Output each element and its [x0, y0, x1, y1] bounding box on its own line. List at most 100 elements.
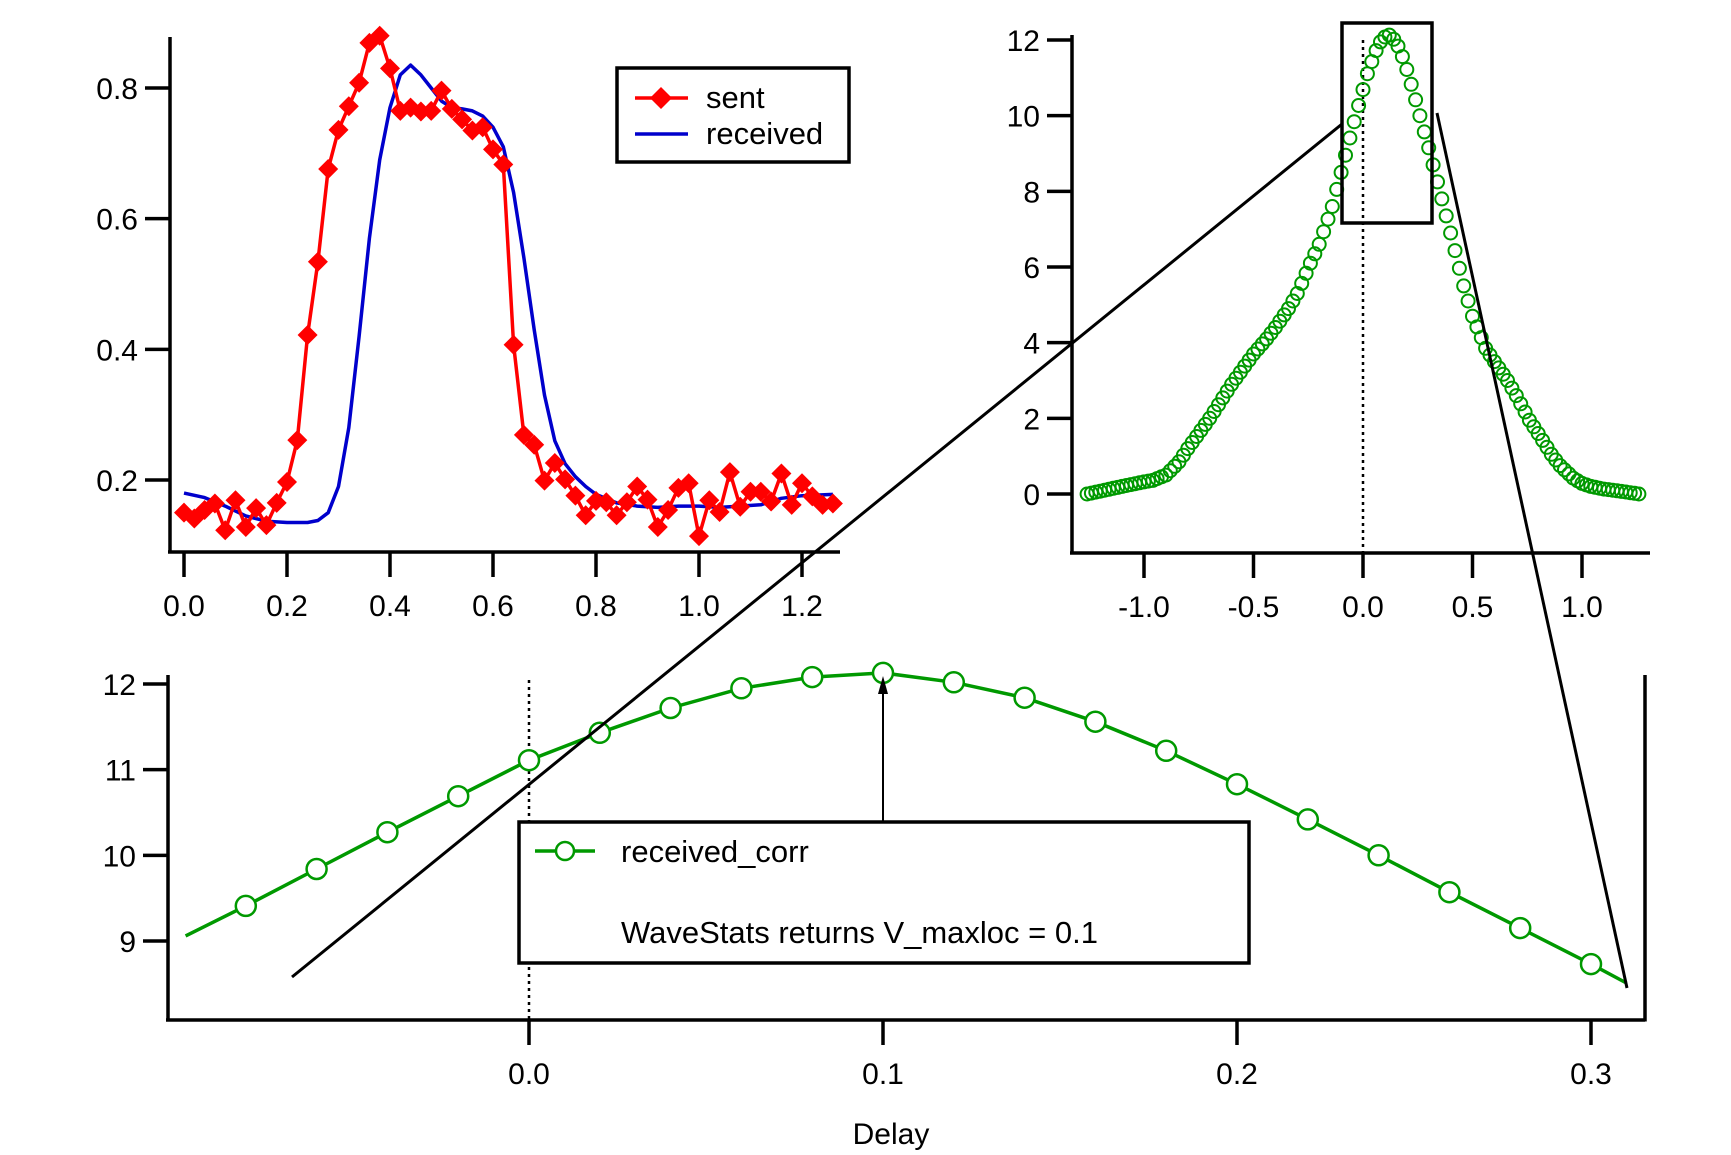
y-tick-label: 12	[1007, 25, 1040, 58]
sent-point	[637, 489, 658, 510]
correlation-zoom-point	[1013, 686, 1036, 709]
correlation-zoom-point	[376, 820, 399, 844]
sent-point	[472, 117, 493, 138]
sent-point	[483, 139, 503, 160]
correlation-point	[1324, 199, 1340, 214]
correlation-point	[1456, 278, 1472, 294]
correlation-point	[1351, 98, 1367, 113]
sent-received-series	[174, 25, 843, 547]
correlation-point	[1381, 27, 1397, 43]
y-tick-label: 0.6	[96, 204, 138, 237]
sent-point	[225, 490, 246, 511]
y-tick-label: 0.4	[96, 334, 138, 367]
sent-point	[771, 463, 792, 484]
sent-point	[565, 485, 586, 506]
y-tick-label: 6	[1023, 252, 1040, 285]
sent-point	[555, 469, 576, 490]
sent-point	[524, 434, 545, 455]
sent-received-legend: sent received	[615, 66, 851, 164]
sent-point	[421, 100, 442, 121]
correlation-series	[1079, 27, 1647, 502]
diamond-marker-icon	[650, 87, 672, 109]
correlation-zoom-series	[184, 661, 1628, 985]
correlation-zoom-point	[446, 784, 470, 808]
sent-point	[678, 473, 699, 494]
sent-point	[792, 473, 812, 494]
x-tick-label: 1.0	[678, 590, 720, 623]
sent-point	[709, 502, 730, 523]
sent-point	[215, 520, 236, 541]
sent-point	[730, 496, 751, 517]
y-tick-label: 8	[1023, 176, 1040, 209]
sent-point	[750, 481, 771, 502]
x-tick-label: 0.8	[575, 590, 617, 623]
legend-corr-label: received_corr	[621, 834, 809, 869]
sent-received-axes: 0.2 0.4 0.6 0.8 0.0 0.2 0.4 0.6 0.8 1.0 1.2	[96, 37, 840, 623]
sent-point	[297, 324, 318, 345]
correlation-zoom-point	[730, 677, 753, 700]
correlation-chart: 0 2 4 6 8 10 12 -1.0 -0.5 0.0 0.5 1.0	[1007, 21, 1650, 624]
correlation-zoom-point	[800, 665, 824, 689]
correlation-point	[1399, 62, 1415, 77]
y-tick-label: 11	[105, 755, 136, 788]
x-tick-label: 0.1	[862, 1058, 904, 1091]
zoom-connector-left	[291, 122, 1343, 979]
x-tick-label: 0.0	[508, 1058, 550, 1091]
correlation-zoom-point	[517, 748, 541, 772]
correlation-point	[1508, 388, 1524, 404]
x-tick-label: 0.2	[266, 590, 308, 623]
correlation-zoom-axes: 9 10 11 12 0.0 0.1 0.2 0.3	[103, 669, 1647, 1091]
correlation-point	[1346, 114, 1362, 130]
x-tick-label: 0.2	[1216, 1058, 1258, 1091]
x-tick-label: -1.0	[1118, 591, 1170, 624]
correlation-zoom-chart: 9 10 11 12 0.0 0.1 0.2 0.3 received_corr WaveSt…	[103, 661, 1647, 1151]
correlation-point	[1368, 43, 1384, 59]
correlation-point	[1412, 108, 1428, 124]
sent-point	[627, 476, 648, 497]
sent-point	[534, 470, 555, 491]
y-tick-label: 2	[1023, 403, 1040, 436]
correlation-point	[1500, 373, 1515, 388]
correlation-point	[1443, 225, 1459, 241]
sent-point	[441, 98, 462, 119]
correlation-zoom-point	[1225, 772, 1249, 796]
correlation-point	[1342, 130, 1358, 146]
y-tick-label: 4	[1023, 328, 1040, 361]
x-axis-label: Delay	[853, 1118, 930, 1151]
correlation-zoom-point	[1508, 916, 1532, 940]
y-tick-label: 10	[1007, 101, 1040, 134]
sent-point	[338, 96, 359, 117]
sent-point	[369, 25, 390, 46]
correlation-zoom-point	[942, 671, 966, 694]
correlation-point	[1631, 486, 1647, 502]
correlation-point	[1302, 255, 1318, 271]
y-tick-label: 0.2	[96, 465, 138, 498]
sent-point	[266, 492, 287, 513]
x-tick-label: 0.3	[1570, 1058, 1612, 1091]
sent-line	[183, 33, 834, 538]
legend-received-label: received	[706, 116, 823, 151]
correlation-zoom-point	[305, 857, 328, 881]
sent-point	[328, 119, 349, 140]
correlation-point	[1416, 124, 1432, 140]
sent-point	[452, 109, 473, 130]
y-tick-label: 0	[1023, 479, 1040, 512]
correlation-zoom-legend: received_corr WaveStats returns V_maxloc…	[517, 820, 1251, 965]
open-circle-marker-icon	[554, 840, 576, 862]
correlation-point	[1246, 346, 1261, 362]
legend-box	[517, 820, 1251, 965]
sent-point	[235, 517, 256, 538]
sent-point	[318, 159, 339, 180]
correlation-point	[1158, 467, 1174, 483]
sent-received-chart: 0.2 0.4 0.6 0.8 0.0 0.2 0.4 0.6 0.8 1.0 1.2 sent r…	[96, 25, 851, 623]
correlation-axes: 0 2 4 6 8 10 12 -1.0 -0.5 0.0 0.5 1.0	[1007, 25, 1650, 624]
correlation-point	[1504, 380, 1520, 396]
correlation-zoom-point	[1154, 739, 1178, 763]
sent-point	[616, 492, 637, 513]
correlation-point	[1434, 191, 1450, 207]
correlation-point	[1513, 396, 1529, 412]
sent-point	[277, 471, 297, 492]
correlation-zoom-point	[1296, 808, 1320, 831]
x-tick-label: 0.5	[1452, 591, 1494, 624]
